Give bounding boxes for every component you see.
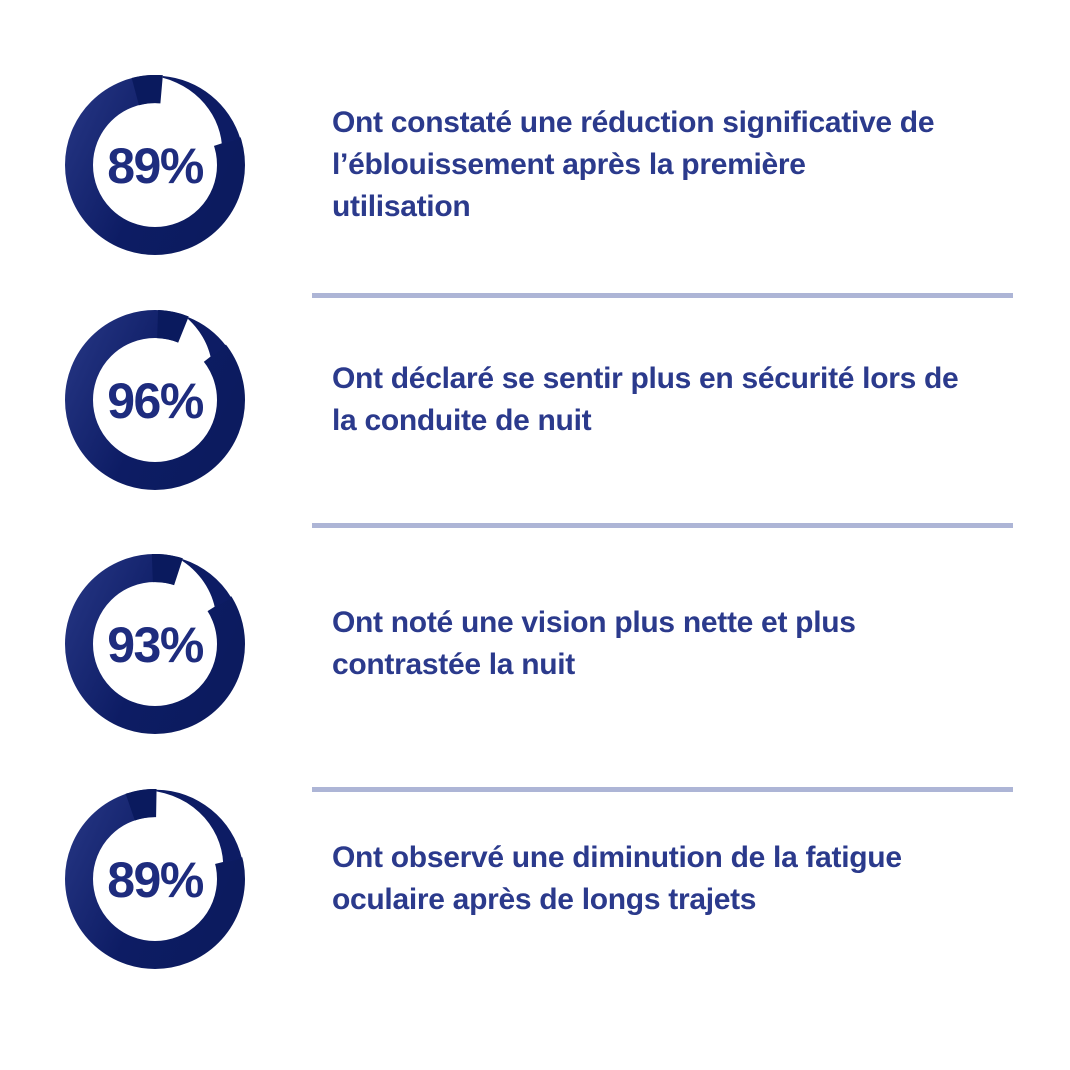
donut-ring-svg (65, 75, 245, 255)
stat-row: 96% Ont déclaré se sentir plus en sécuri… (65, 310, 1025, 490)
stat-description: Ont déclaré se sentir plus en sécurité l… (332, 362, 959, 437)
percent-label: 89% (107, 137, 204, 194)
stat-description: Ont noté une vision plus nette et plus c… (332, 606, 856, 681)
divider (312, 523, 1013, 528)
percent-label: 93% (107, 616, 204, 673)
stat-row: 89% Ont constaté une réduction significa… (65, 75, 1025, 255)
donut-ring-svg (65, 789, 245, 969)
donut-ring: 89% (65, 75, 245, 255)
percent-label: 96% (107, 372, 204, 429)
divider (312, 787, 1013, 792)
donut-ring: 89% (65, 789, 245, 969)
divider (312, 293, 1013, 298)
donut-ring-svg (65, 310, 245, 490)
donut-ring: 96% (65, 310, 245, 490)
stat-description: Ont constaté une réduction significative… (332, 106, 935, 223)
stat-row: 93% Ont noté une vision plus nette et pl… (65, 554, 1025, 734)
donut-ring: 93% (65, 554, 245, 734)
donut-ring-svg (65, 554, 245, 734)
percent-label: 89% (107, 851, 204, 908)
stat-row: 89% Ont observé une diminution de la fat… (65, 789, 1025, 969)
stat-description: Ont observé une diminution de la fatigue… (332, 841, 902, 916)
